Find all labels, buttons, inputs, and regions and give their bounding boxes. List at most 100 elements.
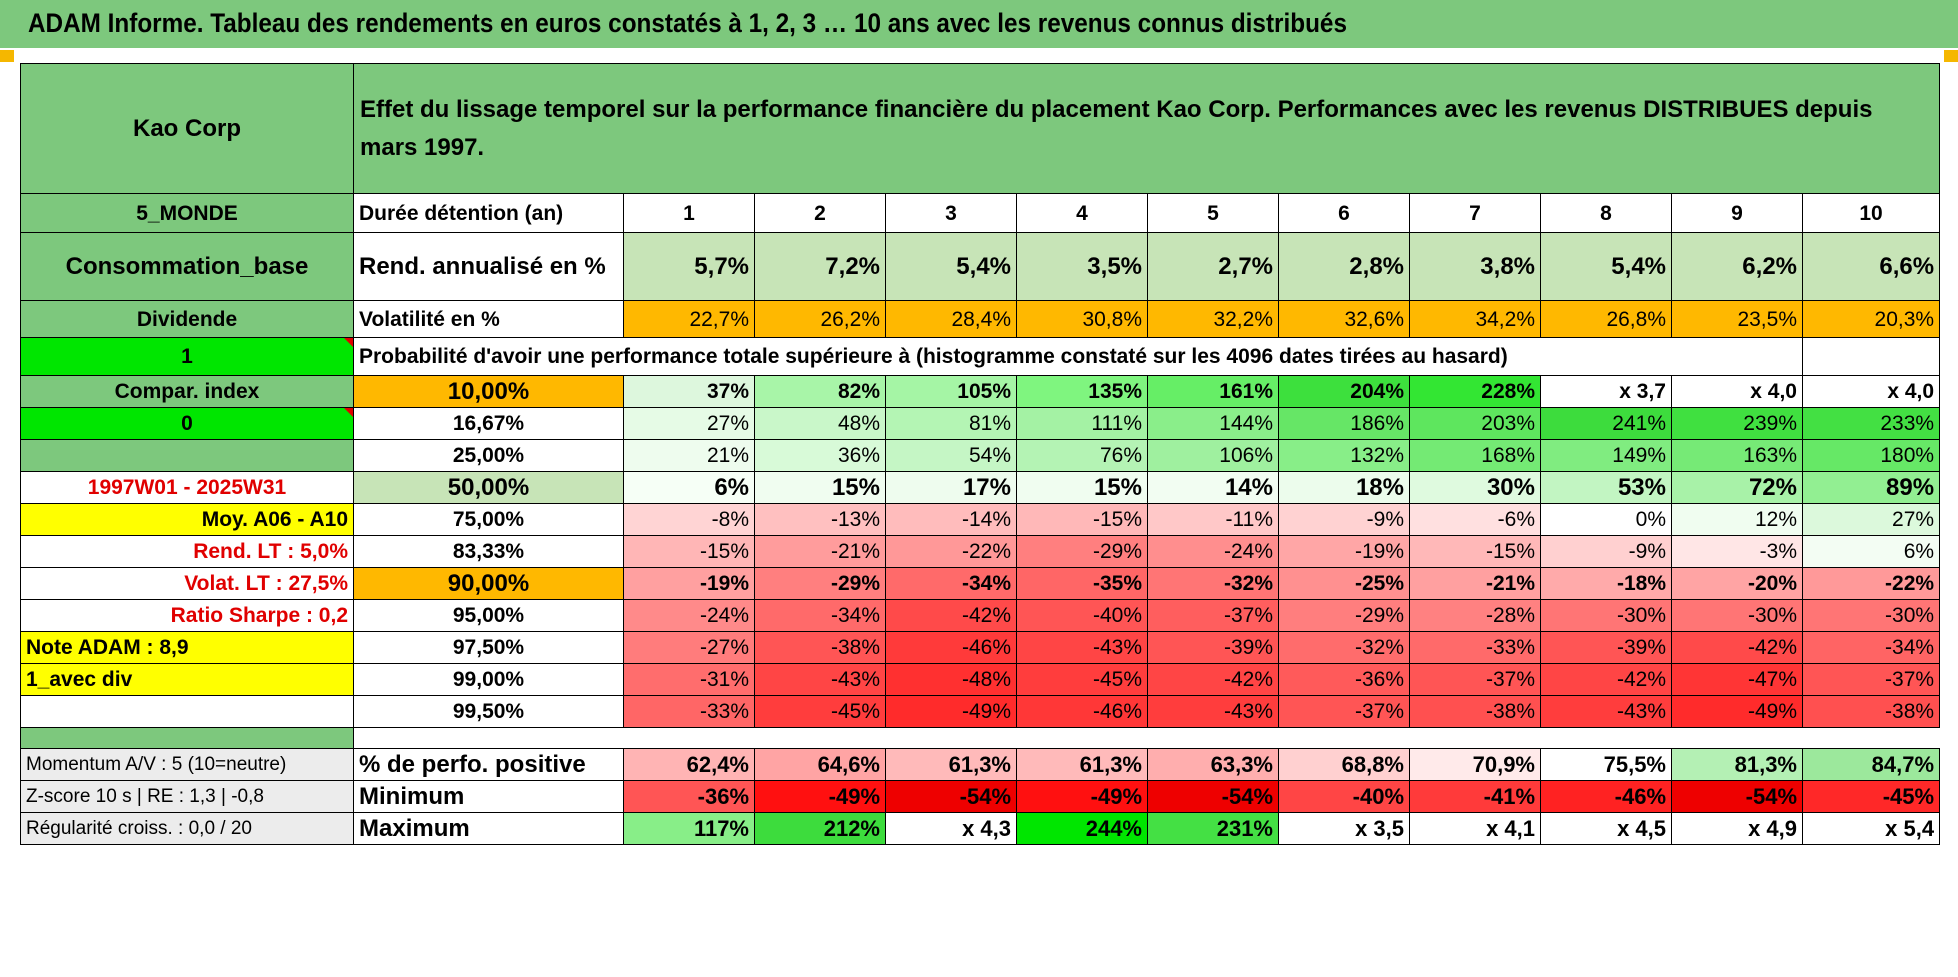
probability-value-cell: 12% bbox=[1671, 503, 1803, 536]
report-sheet: Kao Corp Effet du lissage temporel sur l… bbox=[20, 63, 1941, 965]
probability-threshold: 50,00% bbox=[353, 471, 624, 504]
maximum-cell: 117% bbox=[623, 812, 755, 845]
volatility-cell: 20,3% bbox=[1801, 300, 1941, 338]
probability-value-cell: -30% bbox=[1540, 599, 1672, 632]
probability-value-cell: -43% bbox=[754, 663, 886, 696]
probability-value-cell: -29% bbox=[754, 567, 886, 600]
probability-value-cell: -49% bbox=[1671, 695, 1803, 728]
probability-threshold: 99,50% bbox=[353, 695, 624, 728]
period-label: 1997W01 - 2025W31 bbox=[20, 471, 354, 504]
momentum-label: Momentum A/V : 5 (10=neutre) bbox=[20, 748, 354, 781]
corner-marker-left bbox=[0, 50, 14, 62]
probability-value-cell: -24% bbox=[623, 599, 755, 632]
positive-share-cell: 63,3% bbox=[1147, 748, 1279, 781]
probability-value-cell: 48% bbox=[754, 407, 886, 440]
annualized-return-cell: 5,4% bbox=[1540, 232, 1672, 301]
probability-value-cell: -35% bbox=[1016, 567, 1148, 600]
positive-share-cell: 81,3% bbox=[1671, 748, 1803, 781]
zscore-label: Z-score 10 s | RE : 1,3 | -0,8 bbox=[20, 780, 354, 813]
probability-value-cell: 72% bbox=[1671, 471, 1803, 504]
positive-share-cell: 61,3% bbox=[1016, 748, 1148, 781]
regularity-label: Régularité croiss. : 0,0 / 20 bbox=[20, 812, 354, 845]
minimum-cell: -41% bbox=[1409, 780, 1541, 813]
volatility-cell: 34,2% bbox=[1409, 300, 1541, 338]
company-name: Kao Corp bbox=[20, 63, 354, 194]
probability-value-cell: 106% bbox=[1147, 439, 1279, 472]
probability-value-cell: -39% bbox=[1147, 631, 1279, 664]
probability-value-cell: -39% bbox=[1540, 631, 1672, 664]
probability-value-cell: -34% bbox=[885, 567, 1017, 600]
probability-value-cell: -8% bbox=[623, 503, 755, 536]
probability-value-cell: -21% bbox=[754, 535, 886, 568]
probability-value-cell: x 4,0 bbox=[1671, 375, 1803, 408]
volatility-row: Dividende Volatilité en % 22,7% 26,2% 28,4… bbox=[20, 300, 1941, 338]
volatility-cell: 22,7% bbox=[623, 300, 755, 338]
probability-row: Note ADAM : 8,9 97,50% -27% -38% -46% -43% -39… bbox=[20, 631, 1941, 664]
probability-value-cell: -38% bbox=[754, 631, 886, 664]
annualized-return-cell: 7,2% bbox=[754, 232, 886, 301]
probability-row: 1_avec div 99,00% -31% -43% -48% -45% -42% -36%… bbox=[20, 663, 1941, 696]
probability-value-cell: -28% bbox=[1409, 599, 1541, 632]
max-row: Régularité croiss. : 0,0 / 20 Maximum 117%… bbox=[20, 812, 1941, 845]
probability-value-cell: 149% bbox=[1540, 439, 1672, 472]
volatility-cell: 23,5% bbox=[1671, 300, 1803, 338]
probability-value-cell: -14% bbox=[885, 503, 1017, 536]
probability-value-cell: -9% bbox=[1540, 535, 1672, 568]
positive-share-cell: 64,6% bbox=[754, 748, 886, 781]
probability-value-cell: 203% bbox=[1409, 407, 1541, 440]
probability-value-cell: x 4,0 bbox=[1801, 375, 1941, 408]
probability-value-cell: 27% bbox=[623, 407, 755, 440]
probability-value-cell: -38% bbox=[1801, 695, 1941, 728]
year-header: 9 bbox=[1671, 193, 1803, 233]
probability-row: Moy. A06 - A10 75,00% -8% -13% -14% -15% -11% -… bbox=[20, 503, 1941, 536]
probability-threshold: 16,67% bbox=[353, 407, 624, 440]
volatility-cell: 26,8% bbox=[1540, 300, 1672, 338]
year-header: 6 bbox=[1278, 193, 1410, 233]
mode-label: 1_avec div bbox=[20, 663, 354, 696]
minimum-cell: -54% bbox=[1147, 780, 1279, 813]
probability-row: Ratio Sharpe : 0,2 95,00% -24% -34% -42% -40%… bbox=[20, 599, 1941, 632]
probability-value-cell: -37% bbox=[1409, 663, 1541, 696]
probability-value-cell: 132% bbox=[1278, 439, 1410, 472]
probability-value-cell: -31% bbox=[623, 663, 755, 696]
probability-value-cell: 15% bbox=[754, 471, 886, 504]
annualized-return-cell: 5,4% bbox=[885, 232, 1017, 301]
volatility-label: Volatilité en % bbox=[353, 300, 624, 338]
probability-value-cell: -3% bbox=[1671, 535, 1803, 568]
probability-value-cell: -19% bbox=[623, 567, 755, 600]
minimum-cell: -46% bbox=[1540, 780, 1672, 813]
probability-value-cell: -30% bbox=[1671, 599, 1803, 632]
probability-threshold: 10,00% bbox=[353, 375, 624, 408]
positive-share-cell: 84,7% bbox=[1801, 748, 1941, 781]
minimum-cell: -49% bbox=[1016, 780, 1148, 813]
maximum-cell: x 3,5 bbox=[1278, 812, 1410, 845]
probability-value-cell: -49% bbox=[885, 695, 1017, 728]
probability-row: 0 16,67% 27% 48% 81% 111% 144% 186% 203% 241% 239%… bbox=[20, 407, 1941, 440]
years-row: 5_MONDE Durée détention (an) 1 2 3 4 5 6 7 8 9 10 bbox=[20, 193, 1941, 233]
probability-value-cell: -22% bbox=[1801, 567, 1941, 600]
maximum-cell: 231% bbox=[1147, 812, 1279, 845]
long-term-return: Rend. LT : 5,0% bbox=[20, 535, 354, 568]
probability-value-cell: 30% bbox=[1409, 471, 1541, 504]
probability-value-cell: -15% bbox=[1016, 503, 1148, 536]
probability-value-cell: 37% bbox=[623, 375, 755, 408]
annualized-return-cell: 6,6% bbox=[1801, 232, 1941, 301]
zone-label: 5_MONDE bbox=[20, 193, 354, 233]
annualized-return-label: Rend. annualisé en % bbox=[353, 232, 624, 301]
positive-share-cell: 62,4% bbox=[623, 748, 755, 781]
probability-value-cell: x 3,7 bbox=[1540, 375, 1672, 408]
probability-value-cell: 241% bbox=[1540, 407, 1672, 440]
minimum-cell: -54% bbox=[1671, 780, 1803, 813]
year-header: 10 bbox=[1801, 193, 1941, 233]
annualized-return-cell: 5,7% bbox=[623, 232, 755, 301]
annualized-return-cell: 6,2% bbox=[1671, 232, 1803, 301]
title-bar: ADAM Informe. Tableau des rendements en … bbox=[0, 0, 1958, 50]
probability-value-cell: 53% bbox=[1540, 471, 1672, 504]
probability-value-cell: 186% bbox=[1278, 407, 1410, 440]
probability-value-cell: 163% bbox=[1671, 439, 1803, 472]
probability-value-cell: 239% bbox=[1671, 407, 1803, 440]
minimum-cell: -49% bbox=[754, 780, 886, 813]
year-header: 3 bbox=[885, 193, 1017, 233]
probability-value-cell: -34% bbox=[1801, 631, 1941, 664]
empty-label-cell bbox=[20, 695, 354, 728]
